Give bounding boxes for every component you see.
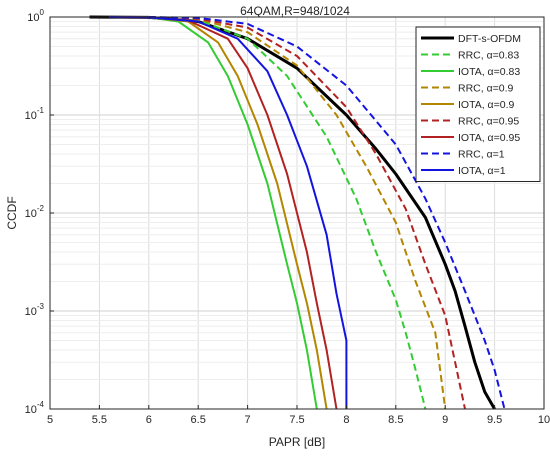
y-axis-label: CCDF [5, 196, 19, 229]
series-line [148, 16, 466, 410]
series-line [148, 16, 506, 410]
y-tick-label: 10-2 [25, 204, 45, 220]
legend-entry: RRC, α=0.9 [458, 83, 514, 95]
y-tick-label: 10-4 [25, 400, 45, 416]
legend-entry: RRC, α=1 [458, 149, 505, 161]
x-tick-label: 7 [245, 414, 251, 426]
x-tick-label: 8 [343, 414, 349, 426]
x-tick-label: 9 [442, 414, 448, 426]
x-tick-label: 5 [47, 414, 53, 426]
x-tick-label: 9.5 [487, 414, 502, 426]
x-tick-label: 5.5 [92, 414, 107, 426]
x-tick-label: 7.5 [289, 414, 304, 426]
series-line [148, 16, 447, 410]
x-tick-label: 10 [538, 414, 550, 426]
x-axis-label: PAPR [dB] [269, 435, 325, 449]
x-tick-label: 6 [146, 414, 152, 426]
legend-entry: RRC, α=0.95 [458, 116, 519, 128]
legend-entry: IOTA, α=0.83 [458, 66, 520, 78]
legend-entry: DFT-s-OFDM [458, 33, 521, 45]
x-tick-label: 6.5 [191, 414, 206, 426]
legend: DFT-s-OFDM RRC, α=0.83 IOTA, α=0.83 RRC, α=… [415, 26, 541, 182]
legend-entry: IOTA, α=0.9 [458, 99, 515, 111]
x-tick-label: 8.5 [388, 414, 403, 426]
legend-entry: RRC, α=0.83 [458, 50, 519, 62]
y-tick-label: 10-1 [25, 106, 45, 122]
series-line [109, 16, 348, 409]
series-lines [89, 15, 506, 410]
series-line [148, 16, 427, 410]
y-tick-label: 100 [27, 8, 44, 24]
axis-ticks: 5 5.5 6 6.5 7 7.5 8 8.5 9 9.5 10 100 10-1 10-2 10-3 10-… [25, 8, 550, 426]
y-tick-label: 10-3 [25, 302, 45, 318]
chart-title: 64QAM,R=948/1024 [240, 4, 350, 18]
legend-entry: IOTA, α=1 [458, 165, 506, 177]
legend-entry: IOTA, α=0.95 [458, 132, 520, 144]
